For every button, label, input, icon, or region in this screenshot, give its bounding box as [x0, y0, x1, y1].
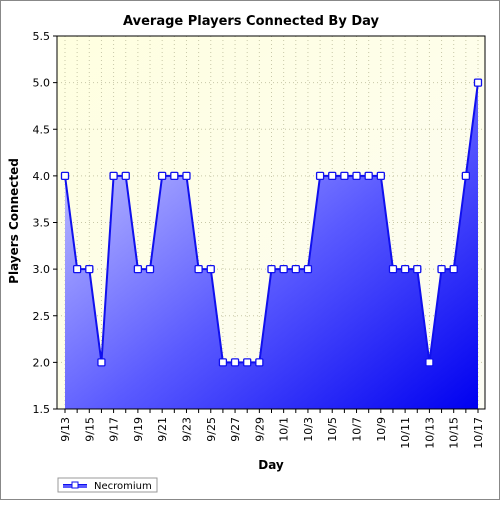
legend: Necromium: [57, 477, 158, 493]
data-point-marker: [158, 171, 167, 181]
x-tick-label: 10/9: [375, 417, 388, 442]
y-tick-label: 1.5: [33, 403, 51, 416]
data-point-marker: [437, 264, 446, 274]
x-tick-label: 9/23: [180, 417, 193, 442]
legend-box: [57, 477, 158, 493]
y-tick-label: 4.0: [33, 170, 51, 183]
y-tick-label: 3.0: [33, 263, 51, 276]
data-point-marker: [352, 171, 361, 181]
data-point-marker: [388, 264, 398, 274]
data-point-marker: [413, 264, 422, 274]
data-point-marker: [230, 358, 240, 367]
data-point-marker: [85, 264, 94, 274]
data-point-marker: [279, 264, 288, 274]
x-tick-label: 9/27: [229, 417, 242, 442]
data-point-marker: [267, 264, 276, 274]
x-tick-label: 9/25: [205, 417, 218, 442]
chart-title: Average Players Connected By Day: [123, 14, 379, 29]
data-point-marker: [206, 264, 215, 274]
y-tick-label: 2.0: [33, 356, 51, 369]
data-point-marker: [145, 264, 155, 274]
data-point-marker: [328, 171, 337, 181]
data-point-marker: [400, 264, 410, 274]
data-point-marker: [461, 171, 471, 181]
x-tick-label: 9/13: [59, 417, 72, 442]
data-point-marker: [449, 264, 458, 274]
x-tick-label: 10/15: [448, 417, 461, 449]
x-tick-label: 9/17: [108, 417, 121, 442]
series-area-fill: [65, 82, 478, 409]
data-point-marker: [376, 171, 385, 181]
data-point-marker: [303, 264, 313, 274]
x-tick-label: 9/15: [83, 417, 96, 442]
data-point-marker: [97, 358, 106, 367]
data-point-marker: [170, 171, 179, 181]
y-tick-label: 5.5: [33, 30, 51, 43]
data-point-marker: [218, 358, 228, 367]
x-tick-label: 10/1: [278, 417, 291, 442]
x-tick-label: 9/19: [132, 417, 145, 442]
data-point-marker: [133, 264, 143, 274]
data-point-marker: [315, 171, 325, 181]
y-tick-label: 4.5: [33, 123, 51, 136]
data-point-marker: [182, 171, 191, 181]
x-tick-label: 10/5: [326, 417, 339, 442]
x-tick-label: 9/21: [156, 417, 169, 442]
data-point-marker: [364, 171, 373, 181]
data-point-marker: [473, 78, 483, 87]
x-tick-label: 9/29: [253, 417, 266, 442]
data-point-marker: [60, 171, 70, 181]
y-tick-label: 2.5: [33, 310, 51, 323]
legend-label: Necromium: [94, 481, 152, 492]
y-tick-label: 3.5: [33, 217, 51, 230]
x-tick-label: 10/17: [472, 417, 485, 449]
data-point-marker: [121, 171, 130, 181]
data-point-marker: [340, 171, 349, 181]
data-point-marker: [109, 171, 118, 181]
x-tick-label: 10/11: [399, 417, 412, 449]
data-point-marker: [255, 358, 264, 367]
legend-swatch-marker: [71, 481, 79, 489]
data-point-marker: [194, 264, 203, 274]
y-tick-label: 5.0: [33, 77, 51, 90]
y-axis-label: Players Connected: [7, 158, 21, 284]
plot-border: [56, 35, 486, 410]
x-axis-label: Day: [258, 458, 284, 472]
data-point-marker: [72, 264, 82, 274]
x-tick-label: 10/3: [302, 417, 315, 442]
x-tick-label: 10/7: [351, 417, 364, 442]
data-point-marker: [243, 358, 252, 367]
x-tick-label: 10/13: [423, 417, 436, 449]
data-point-marker: [291, 264, 300, 274]
data-point-marker: [425, 358, 434, 367]
